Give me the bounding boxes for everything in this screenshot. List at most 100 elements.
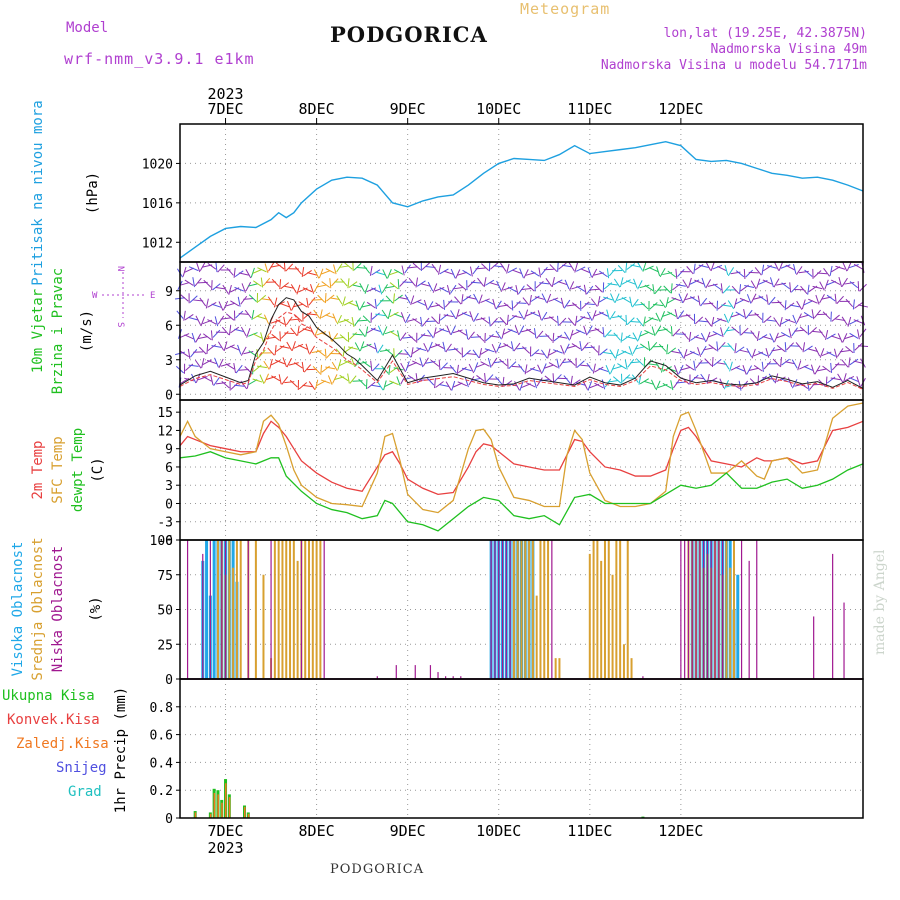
wind-arrow	[814, 365, 821, 375]
wind-arrow	[510, 341, 514, 352]
wind-arrow	[633, 278, 638, 289]
wind-arrow	[541, 293, 547, 303]
wind-arrow	[518, 363, 525, 373]
wind-arrow	[567, 358, 576, 366]
wind-arrow	[492, 298, 497, 309]
wind-arrow	[729, 361, 733, 372]
credit-label: made by Angel	[872, 549, 888, 656]
wind-arrow	[670, 326, 673, 337]
wind-arrow	[553, 279, 563, 286]
wind-arrow	[434, 343, 445, 349]
wind-arrow	[838, 277, 843, 287]
precip-legend-item: Zaledj.Kisa	[16, 736, 109, 752]
wind-arrow	[410, 347, 414, 358]
wind-arrow	[553, 334, 563, 342]
wind-arrow	[476, 375, 485, 382]
wind-arrow	[571, 285, 582, 290]
wind-arrow	[551, 277, 555, 287]
wind-arrow	[723, 379, 729, 390]
wind-arrow	[419, 357, 424, 368]
wind-arrow	[194, 359, 202, 369]
wind-arrow	[627, 358, 635, 368]
wind-arrow	[635, 358, 644, 366]
wind-arrow	[377, 325, 383, 335]
wind-arrow	[730, 313, 741, 318]
wind-arrow	[814, 347, 821, 357]
wind-arrow	[280, 330, 289, 339]
wind-arrow	[283, 316, 287, 327]
wind-arrow	[396, 376, 401, 387]
wind-arrow	[506, 263, 510, 274]
wind-arrow	[831, 314, 840, 322]
wind-arrow	[589, 288, 600, 291]
wind-arrow	[610, 293, 616, 303]
wind-arrow	[191, 332, 196, 343]
wind-arrow	[298, 287, 308, 293]
sfc-axis-label: SFC Temp	[50, 436, 66, 503]
wind-arrow	[677, 268, 685, 277]
wind-arrow	[656, 266, 661, 277]
wind-arrow	[503, 343, 513, 349]
wind-arrow	[614, 293, 620, 303]
precip-bar-frozen	[217, 794, 219, 818]
wind-arrow	[179, 282, 190, 286]
wind-arrow	[215, 382, 227, 385]
wind-arrow	[309, 345, 316, 355]
wind-arrow	[777, 300, 785, 308]
wind-arrow	[271, 333, 280, 341]
high-cloud-axis-label: Visoka Oblacnost	[10, 542, 26, 677]
y-tick-label: 9	[165, 443, 173, 458]
wind-arrow	[310, 284, 315, 294]
wind-arrow	[197, 376, 208, 381]
wind-arrow	[686, 266, 694, 275]
wind-arrow	[780, 264, 791, 269]
wind-arrow	[308, 381, 316, 390]
wind-arrow	[408, 334, 417, 342]
wind-arrow	[279, 302, 290, 308]
wind-arrow	[427, 329, 434, 339]
wind-arrow	[500, 282, 506, 292]
wind-arrow	[303, 364, 312, 373]
wind-arrow	[599, 270, 608, 278]
wind-arrow	[778, 261, 784, 271]
date-label-top: 8DEC	[299, 100, 335, 118]
wind-arrow	[487, 357, 492, 368]
wind-arrow	[769, 277, 774, 288]
wind-arrow	[758, 295, 768, 302]
wind-arrow	[379, 349, 390, 352]
y-tick-label: 0.4	[150, 756, 174, 771]
precip-bar-frozen	[209, 813, 212, 818]
wind-arrow	[201, 357, 205, 368]
wind-arrow	[313, 283, 320, 293]
compass-w-label: W	[92, 291, 98, 301]
wind-arrow	[826, 294, 836, 302]
wind-arrow	[707, 333, 718, 338]
wind-arrow	[381, 365, 389, 374]
wind-arrow	[352, 333, 363, 336]
wind-arrow	[537, 364, 543, 375]
wind-arrow	[735, 366, 745, 372]
wind-arrow	[830, 335, 841, 340]
wind-arrow	[455, 269, 461, 279]
wind-arrow	[530, 368, 541, 372]
wind-arrow	[311, 350, 322, 354]
wind-arrow	[710, 261, 715, 272]
wind-arrow	[457, 311, 468, 317]
wind-arrow	[313, 269, 320, 279]
wind-arrow	[653, 303, 664, 307]
wind-arrow	[746, 348, 753, 358]
wind-arrow	[625, 262, 628, 273]
wind-arrow	[462, 295, 472, 302]
y-tick-label: -3	[157, 516, 173, 531]
wind-arrow	[223, 341, 228, 352]
wind-arrow	[700, 345, 707, 356]
wind-arrow	[844, 335, 855, 340]
wind-arrow	[571, 343, 581, 350]
wind-arrow	[802, 342, 806, 353]
wind-arrow	[598, 311, 609, 317]
wind-arrow	[644, 284, 654, 292]
wind-arrow	[717, 302, 727, 310]
wind-arrow	[624, 359, 628, 370]
wind-arrow	[238, 313, 249, 315]
wind-arrow	[674, 309, 678, 320]
